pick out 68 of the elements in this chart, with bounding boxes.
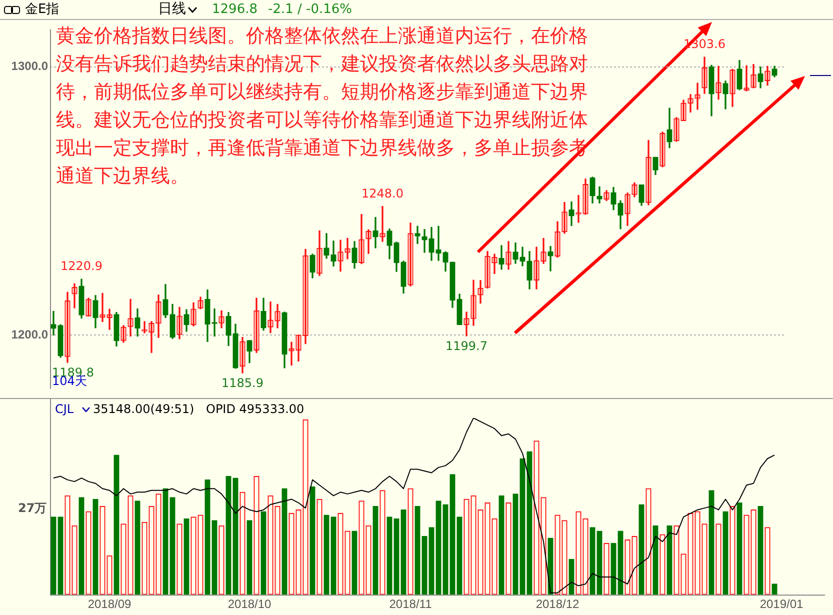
x-tick-label: 2018/10: [228, 597, 272, 612]
bar: [394, 518, 400, 595]
bar: [204, 479, 210, 595]
bar: [386, 516, 392, 595]
x-tick-label: 2018/11: [389, 597, 432, 612]
bar: [520, 458, 526, 595]
annotation: 1185.9: [222, 376, 264, 390]
bar: [666, 525, 672, 595]
bar: [310, 486, 316, 595]
bar: [58, 516, 64, 595]
bar: [134, 500, 140, 595]
text: 35148.00(49:51): [93, 402, 194, 416]
bar: [442, 504, 448, 595]
text: 27万: [18, 501, 47, 515]
bar: [772, 584, 778, 595]
x-tick-label: 2018/09: [88, 597, 132, 612]
bar: [78, 497, 84, 595]
text: OPID 495333.00: [206, 402, 304, 416]
x-tick-label: 2018/12: [536, 597, 580, 612]
bar: [330, 516, 336, 595]
bar: [610, 543, 616, 595]
bar: [456, 516, 462, 595]
bar: [400, 510, 406, 595]
bar: [548, 538, 554, 595]
bar: [92, 498, 98, 595]
annotation: 1248.0: [362, 186, 404, 200]
bar: [162, 488, 168, 595]
x-tick-label: 2019/01: [760, 597, 804, 612]
bar: [184, 518, 190, 595]
text: CJL: [55, 402, 74, 416]
bar: [414, 506, 420, 595]
bar: [226, 476, 232, 595]
bar: [372, 506, 378, 595]
bar: [638, 504, 644, 595]
bar: [422, 536, 428, 595]
y-tick-label: 1300.0: [11, 59, 48, 74]
text: 1296.8: [212, 1, 258, 19]
bar: [618, 530, 624, 595]
bar: [352, 530, 358, 595]
bar: [652, 525, 658, 595]
bar: [260, 511, 266, 595]
bar: [590, 527, 596, 595]
bar: [246, 520, 252, 595]
bar: [324, 514, 330, 595]
bar: [232, 478, 238, 595]
bar: [722, 511, 728, 595]
bar: [436, 500, 442, 595]
bar: [282, 488, 288, 595]
text: 日线: [158, 0, 186, 19]
bar: [428, 527, 434, 595]
bar: [596, 530, 602, 595]
bar: [568, 558, 574, 595]
bar: [526, 451, 532, 595]
bar: [758, 506, 764, 595]
bar: [114, 454, 120, 595]
bar: [512, 494, 518, 595]
annotation: 1220.9: [60, 259, 102, 274]
bar: [170, 497, 176, 595]
annotation: 1199.7: [446, 339, 488, 354]
bar: [50, 516, 56, 595]
y-tick-label: 1200.0: [11, 327, 48, 342]
bar: [736, 502, 742, 595]
text: -2.1 / -0.16%: [268, 1, 352, 19]
bar: [498, 495, 504, 595]
bar: [450, 474, 456, 595]
chart-title: 金E指: [25, 1, 60, 19]
bar: [708, 490, 714, 595]
bar: [212, 520, 218, 595]
